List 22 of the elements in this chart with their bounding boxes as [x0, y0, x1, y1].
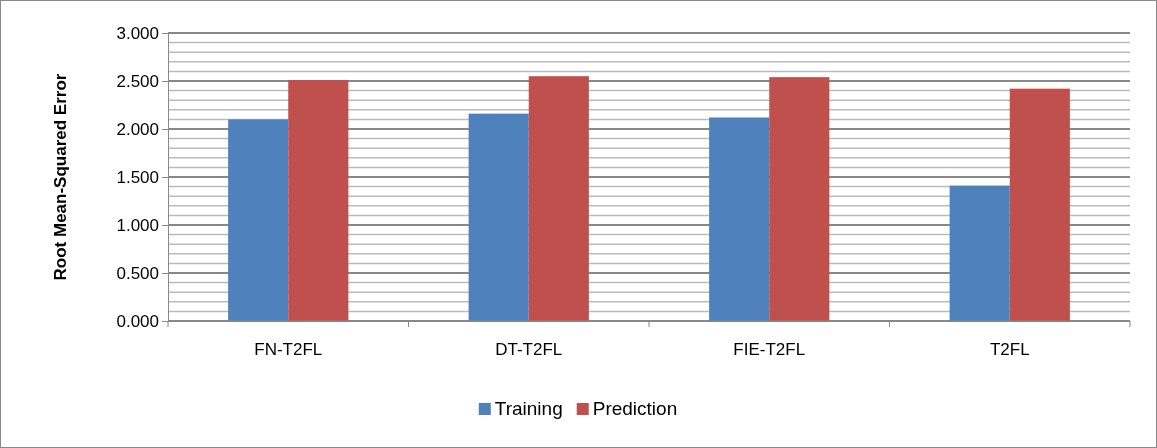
y-tick-label: 1.500 — [116, 167, 159, 187]
bar — [1009, 88, 1070, 321]
y-tick-label: 2.000 — [116, 119, 159, 139]
legend-label: Training — [494, 398, 563, 419]
bar — [709, 117, 770, 321]
y-tick-label: 3.000 — [116, 23, 159, 43]
x-tick-label: FN-T2FL — [254, 340, 323, 359]
x-tick-label: T2FL — [989, 340, 1030, 359]
bar — [468, 113, 529, 321]
bar — [528, 76, 589, 321]
legend-label: Prediction — [592, 398, 678, 419]
bar — [288, 80, 349, 321]
bar — [228, 119, 289, 321]
bar — [769, 77, 830, 321]
x-tick-label: FIE-T2FL — [733, 340, 806, 359]
y-tick-label: 0.500 — [116, 263, 159, 283]
x-tick-label: DT-T2FL — [495, 340, 563, 359]
y-axis-title: Root Mean-Squared Error — [51, 73, 70, 281]
bar — [949, 185, 1010, 321]
y-tick-label: 0.000 — [116, 311, 159, 331]
y-tick-label: 1.000 — [116, 215, 159, 235]
y-tick-label: 2.500 — [116, 71, 159, 91]
